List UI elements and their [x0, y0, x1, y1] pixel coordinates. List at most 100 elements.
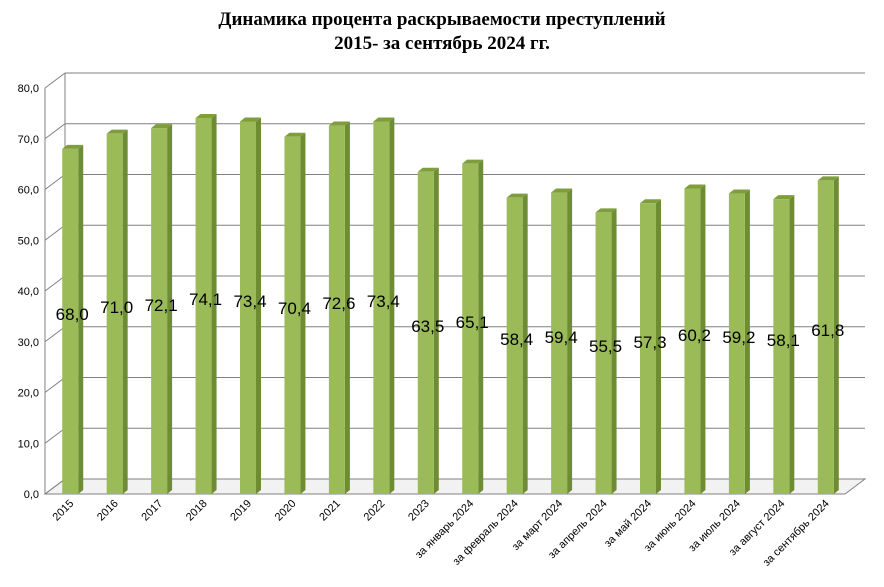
bar-side [300, 132, 306, 494]
bar-top [373, 117, 395, 122]
y-tick-label: 80,0 [18, 83, 39, 95]
bar [62, 148, 79, 494]
bar-side [211, 113, 217, 494]
data-label: 60,2 [678, 326, 711, 345]
bar [106, 133, 123, 495]
data-label: 71,0 [100, 298, 133, 317]
bar [151, 128, 168, 494]
data-label: 70,4 [278, 299, 311, 318]
bar-top [195, 113, 217, 118]
y-tick-label: 70,0 [18, 134, 39, 146]
data-label: 57,3 [633, 333, 666, 352]
y-tick-label: 60,0 [18, 185, 39, 197]
bar-top [284, 132, 306, 137]
bar-side [344, 121, 350, 495]
x-tick-label: 2020 [273, 498, 299, 524]
bar-top [240, 117, 261, 122]
data-label: 58,4 [500, 330, 533, 349]
data-label: 65,1 [456, 313, 489, 332]
bar-top [817, 176, 839, 181]
x-tick-label: 2018 [184, 498, 210, 524]
bar-side [478, 159, 484, 494]
chart-title-block: Динамика процента раскрываемости преступ… [0, 8, 884, 56]
bar-top [462, 159, 484, 164]
x-tick-label: 2023 [406, 498, 432, 524]
bar-side [833, 176, 839, 495]
bar [284, 136, 301, 494]
gridline-side [44, 72, 66, 89]
bar [417, 171, 434, 495]
bar [462, 163, 479, 494]
bar-side [744, 189, 750, 494]
data-label: 72,6 [322, 294, 355, 313]
bar-top [106, 129, 128, 134]
bar-side [433, 167, 439, 495]
bar [506, 197, 523, 494]
bar [328, 125, 345, 495]
bar [817, 180, 834, 495]
data-label: 72,1 [145, 296, 178, 315]
bar-top [773, 195, 795, 200]
bar-side [122, 129, 128, 495]
bar-side [700, 184, 706, 495]
bar-top [62, 144, 84, 149]
gridline-side [44, 427, 66, 444]
chart-title: Динамика процента раскрываемости преступ… [218, 9, 666, 30]
data-label: 58,1 [767, 331, 800, 350]
x-tick-label: 2015 [51, 498, 77, 524]
bar-side [611, 208, 617, 494]
x-tick-label: 2016 [95, 498, 121, 524]
data-label: 74,1 [189, 290, 222, 309]
bar-top [417, 167, 439, 172]
bar-top [640, 199, 661, 204]
bar [640, 203, 656, 494]
bar [551, 192, 568, 495]
bar-side [256, 117, 261, 495]
bar-top [551, 188, 573, 193]
bar-top [595, 208, 617, 213]
y-tick-label: 10,0 [18, 438, 39, 450]
x-tick-label: 2019 [228, 498, 254, 524]
bar-top [684, 184, 706, 189]
data-label: 59,4 [545, 328, 578, 347]
bar-side [389, 117, 395, 495]
bar-side [167, 124, 173, 494]
bar-top [328, 121, 350, 126]
data-label: 55,5 [589, 337, 622, 356]
bar [195, 117, 212, 494]
y-tick-label: 20,0 [18, 388, 39, 400]
data-label: 59,2 [722, 328, 755, 347]
bar-side [789, 195, 795, 494]
bar [728, 193, 745, 494]
data-label: 68,0 [56, 305, 89, 324]
bar [773, 199, 790, 494]
y-tick-label: 40,0 [18, 286, 39, 298]
bar-top [728, 189, 750, 194]
x-tick-label: 2021 [317, 498, 343, 524]
x-tick-label: 2017 [139, 498, 165, 524]
gridline-side [44, 174, 66, 190]
data-label: 61,8 [811, 321, 844, 340]
bar [595, 212, 612, 494]
bar-side [522, 193, 528, 494]
y-tick-label: 50,0 [18, 235, 39, 247]
y-tick-label: 0,0 [24, 489, 39, 501]
bar-top [151, 124, 173, 129]
bar-side [656, 199, 661, 494]
gridline-side [44, 224, 66, 241]
chart-subtitle: 2015- за сентябрь 2024 гг. [334, 33, 550, 54]
bar-side [78, 144, 84, 494]
bar [240, 121, 256, 495]
gridline-side [44, 377, 66, 393]
x-tick-label: 2022 [362, 498, 388, 524]
gridline-side [44, 326, 66, 343]
gridline-side [44, 478, 66, 495]
y-tick-label: 30,0 [18, 337, 39, 349]
bar [373, 121, 390, 495]
gridline-side [44, 123, 66, 140]
data-label: 73,4 [367, 292, 400, 311]
data-label: 63,5 [411, 317, 444, 336]
data-label: 73,4 [233, 292, 266, 311]
gridline-side [44, 275, 66, 292]
